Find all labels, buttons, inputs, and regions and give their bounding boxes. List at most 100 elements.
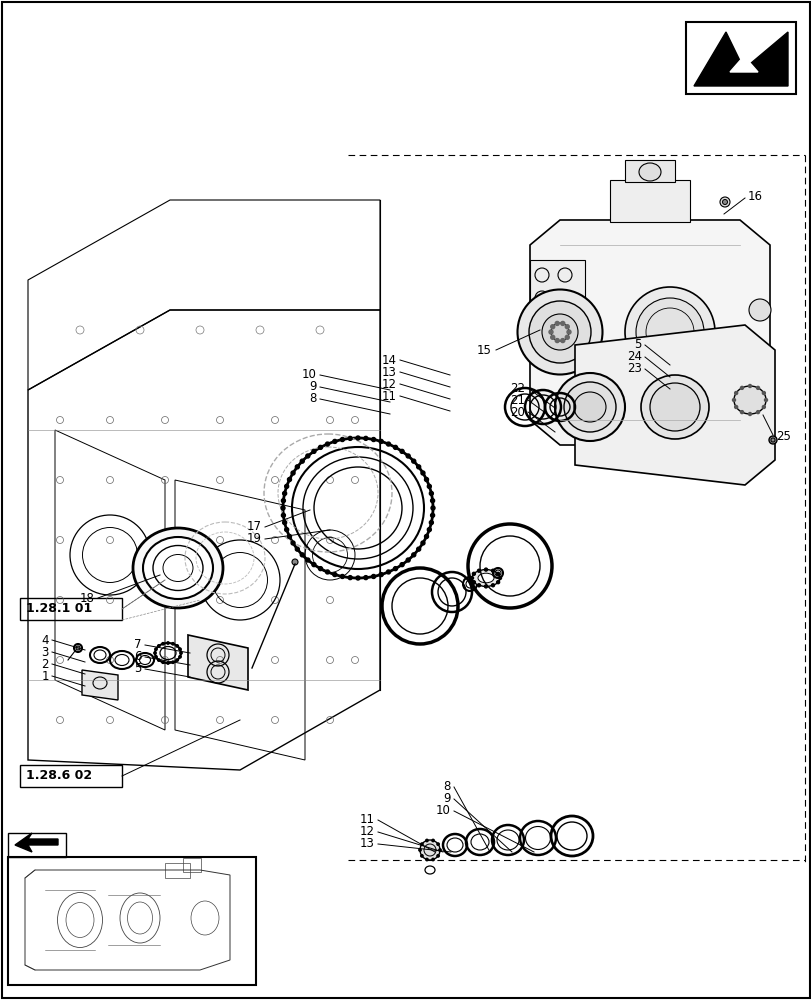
Circle shape	[411, 459, 415, 463]
Circle shape	[178, 648, 181, 650]
Circle shape	[491, 584, 494, 587]
Bar	[20, 598, 122, 620]
Circle shape	[161, 661, 164, 663]
Circle shape	[431, 839, 434, 842]
Circle shape	[762, 391, 765, 394]
Circle shape	[400, 449, 404, 453]
Circle shape	[379, 439, 383, 443]
Circle shape	[318, 567, 322, 571]
Text: 19: 19	[247, 532, 262, 546]
Circle shape	[498, 576, 501, 580]
Polygon shape	[693, 32, 787, 86]
Circle shape	[348, 436, 352, 440]
Circle shape	[393, 445, 397, 449]
Circle shape	[157, 645, 160, 647]
Circle shape	[287, 534, 291, 538]
Circle shape	[550, 325, 554, 329]
Ellipse shape	[143, 537, 212, 599]
Circle shape	[430, 513, 434, 517]
Circle shape	[411, 553, 415, 557]
Circle shape	[290, 541, 294, 545]
Bar	[8, 833, 66, 857]
Ellipse shape	[551, 323, 569, 341]
Circle shape	[477, 569, 480, 572]
Ellipse shape	[649, 383, 699, 431]
Circle shape	[762, 406, 765, 408]
Circle shape	[734, 391, 736, 394]
Circle shape	[748, 384, 750, 387]
Polygon shape	[530, 220, 769, 445]
Circle shape	[477, 584, 480, 587]
Circle shape	[400, 563, 404, 567]
Circle shape	[363, 436, 367, 440]
Circle shape	[386, 442, 390, 446]
Circle shape	[424, 534, 428, 538]
Circle shape	[172, 661, 174, 663]
Circle shape	[340, 574, 344, 578]
Circle shape	[172, 643, 174, 645]
Circle shape	[153, 652, 156, 654]
Ellipse shape	[471, 570, 500, 586]
Circle shape	[420, 843, 423, 845]
Text: 1.28.1 01: 1.28.1 01	[26, 602, 92, 615]
Bar	[165, 863, 190, 878]
Circle shape	[548, 330, 552, 334]
Circle shape	[290, 471, 294, 475]
Circle shape	[155, 648, 157, 650]
Text: 17: 17	[247, 520, 262, 534]
Circle shape	[386, 570, 390, 574]
Text: 24: 24	[626, 351, 642, 363]
Circle shape	[740, 411, 743, 414]
Circle shape	[427, 484, 431, 488]
Circle shape	[161, 643, 164, 645]
Text: 12: 12	[381, 377, 397, 390]
Circle shape	[285, 528, 289, 532]
Circle shape	[282, 491, 286, 495]
Circle shape	[560, 321, 564, 325]
Ellipse shape	[564, 382, 616, 432]
Circle shape	[491, 569, 494, 572]
Circle shape	[566, 330, 570, 334]
Circle shape	[429, 491, 433, 495]
Circle shape	[429, 521, 433, 525]
Ellipse shape	[719, 197, 729, 207]
Text: 5: 5	[634, 338, 642, 352]
Text: 25: 25	[775, 430, 790, 444]
Text: 3: 3	[41, 646, 49, 658]
Text: 11: 11	[359, 813, 375, 826]
Text: 22: 22	[509, 381, 525, 394]
Circle shape	[166, 662, 169, 664]
Ellipse shape	[635, 298, 703, 366]
Polygon shape	[15, 833, 58, 852]
Text: 12: 12	[359, 825, 375, 838]
Circle shape	[176, 645, 178, 647]
Text: 18: 18	[80, 591, 95, 604]
Circle shape	[430, 499, 434, 503]
Circle shape	[295, 465, 299, 469]
Ellipse shape	[292, 559, 298, 565]
Circle shape	[484, 585, 487, 588]
Ellipse shape	[638, 163, 660, 181]
Text: 4: 4	[41, 634, 49, 647]
Circle shape	[420, 541, 424, 545]
Polygon shape	[82, 670, 118, 700]
Circle shape	[484, 568, 487, 571]
Circle shape	[306, 454, 310, 458]
Text: 7: 7	[135, 639, 142, 652]
Circle shape	[300, 553, 304, 557]
Circle shape	[496, 581, 499, 584]
Circle shape	[281, 513, 285, 517]
Ellipse shape	[554, 373, 624, 441]
Text: 9: 9	[443, 792, 450, 805]
Ellipse shape	[768, 436, 776, 444]
Ellipse shape	[541, 314, 577, 350]
Circle shape	[560, 339, 564, 343]
Circle shape	[416, 465, 420, 469]
Circle shape	[393, 567, 397, 571]
Circle shape	[431, 506, 435, 510]
Ellipse shape	[133, 528, 223, 608]
Ellipse shape	[419, 840, 440, 860]
Circle shape	[424, 478, 428, 482]
Text: 11: 11	[381, 389, 397, 402]
Circle shape	[734, 406, 736, 408]
